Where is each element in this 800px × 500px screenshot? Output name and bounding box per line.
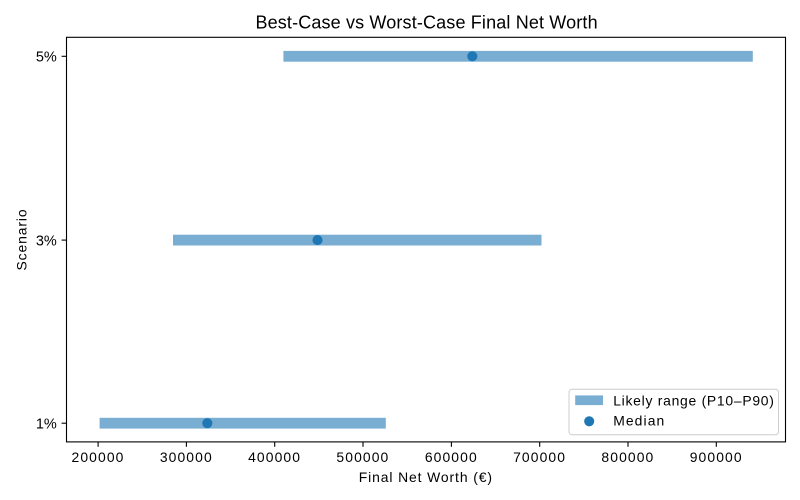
svg-text:3%: 3% <box>36 233 57 249</box>
svg-text:400000: 400000 <box>248 449 301 465</box>
svg-text:300000: 300000 <box>160 449 213 465</box>
svg-text:900000: 900000 <box>690 449 743 465</box>
svg-text:5%: 5% <box>36 50 57 66</box>
svg-text:500000: 500000 <box>336 449 389 465</box>
svg-text:Scenario: Scenario <box>14 208 30 270</box>
svg-text:600000: 600000 <box>425 449 478 465</box>
svg-text:Median: Median <box>613 413 665 429</box>
svg-text:800000: 800000 <box>601 449 654 465</box>
svg-text:200000: 200000 <box>72 449 125 465</box>
svg-text:700000: 700000 <box>513 449 566 465</box>
svg-text:Final Net Worth (€): Final Net Worth (€) <box>359 469 493 485</box>
svg-text:1%: 1% <box>36 417 57 433</box>
svg-text:Best-Case vs Worst-Case Final: Best-Case vs Worst-Case Final Net Worth <box>255 13 597 33</box>
svg-text:Likely range (P10–P90): Likely range (P10–P90) <box>613 393 774 409</box>
